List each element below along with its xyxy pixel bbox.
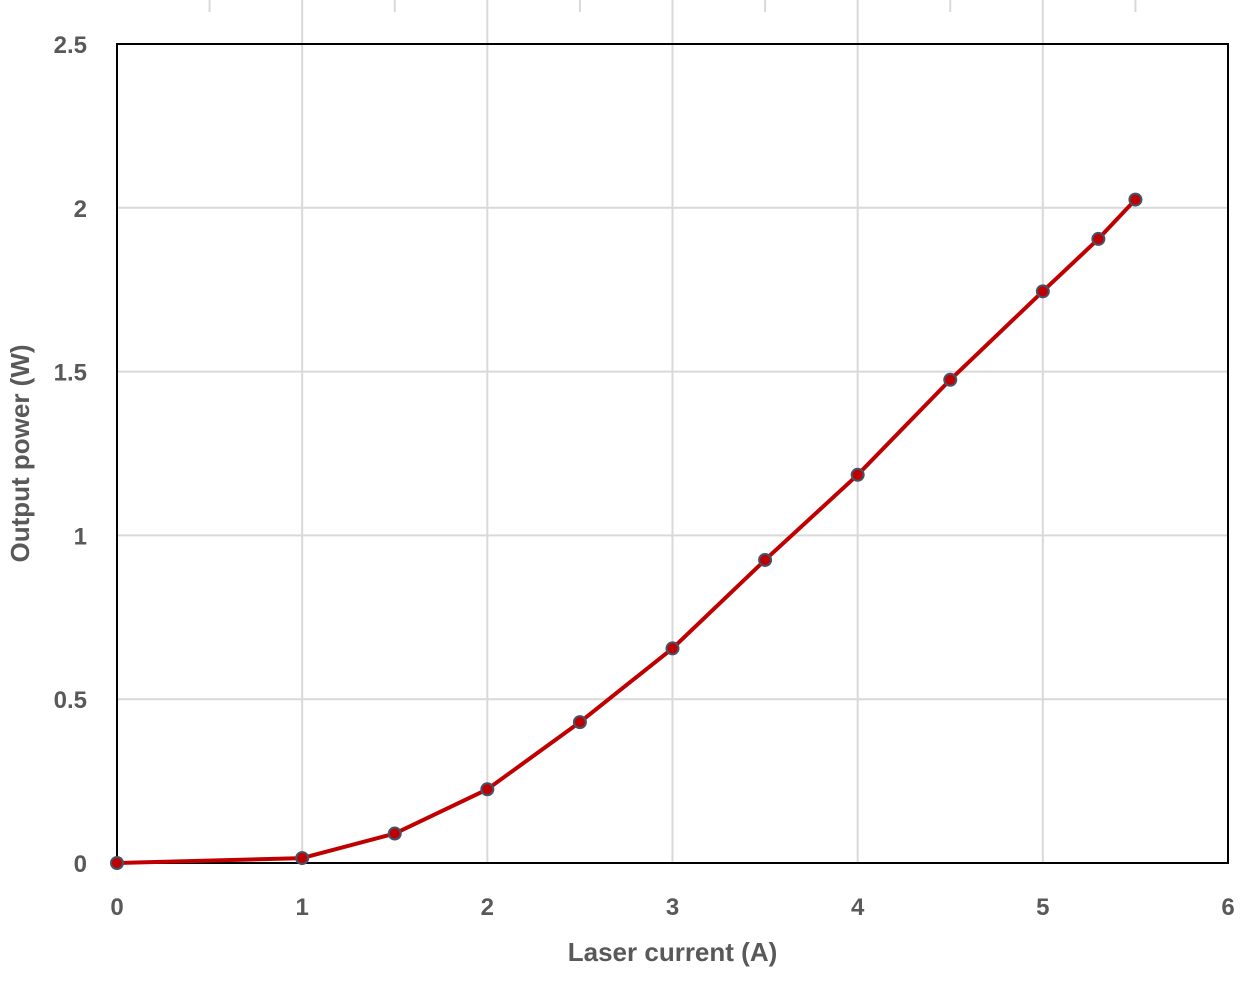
y-tick-label: 1.5 bbox=[54, 360, 87, 387]
x-tick-label: 6 bbox=[1221, 894, 1234, 921]
data-point bbox=[387, 826, 402, 841]
x-axis-tick-labels: 0 1 2 3 4 5 6 bbox=[110, 894, 1234, 921]
data-point bbox=[480, 782, 495, 797]
x-tick-label: 4 bbox=[851, 894, 865, 921]
y-tick-label: 1 bbox=[74, 523, 87, 550]
data-point bbox=[1128, 192, 1143, 207]
x-tick-label: 5 bbox=[1036, 894, 1049, 921]
gridlines bbox=[117, 0, 1228, 863]
data-point bbox=[943, 372, 958, 387]
y-tick-label: 0 bbox=[74, 851, 87, 878]
data-point bbox=[1091, 231, 1106, 246]
x-tick-label: 3 bbox=[666, 894, 679, 921]
series-line bbox=[115, 197, 1138, 865]
x-tick-label: 0 bbox=[110, 894, 123, 921]
data-point bbox=[758, 552, 773, 567]
x-axis-title: Laser current (A) bbox=[568, 937, 778, 967]
plot-area-frame bbox=[116, 43, 1229, 864]
series-layer bbox=[110, 192, 1143, 870]
y-tick-label: 2.5 bbox=[54, 32, 87, 59]
data-point bbox=[1035, 284, 1050, 299]
y-tick-label: 0.5 bbox=[54, 687, 87, 714]
x-tick-label: 2 bbox=[481, 894, 494, 921]
data-point bbox=[665, 641, 680, 656]
data-point bbox=[850, 467, 865, 482]
y-axis-title: Output power (W) bbox=[5, 344, 35, 562]
data-point bbox=[572, 715, 587, 730]
y-axis-tick-labels: 0 0.5 1 1.5 2 2.5 bbox=[54, 32, 87, 878]
y-tick-label: 2 bbox=[74, 196, 87, 223]
data-point bbox=[110, 856, 124, 870]
x-tick-label: 1 bbox=[295, 894, 308, 921]
data-point bbox=[295, 851, 310, 866]
